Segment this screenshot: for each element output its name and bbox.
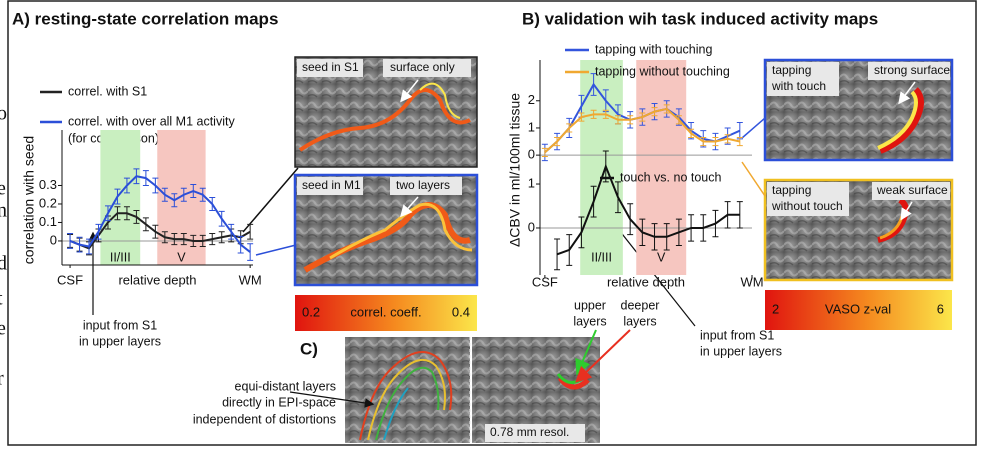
x-tick-label: WM: [239, 272, 262, 287]
colorbar-a: 0.2 correl. coeff. 0.4: [295, 295, 477, 331]
region-label: V: [657, 250, 666, 264]
image-b2: tapping without touch weak surface: [763, 178, 954, 282]
annotation: layers: [623, 314, 656, 328]
annotation-arrow: [575, 329, 631, 383]
colorbar-b: 2 VASO z-val 6: [765, 290, 952, 330]
y-tick-label: 0: [528, 219, 535, 234]
image-label: two layers: [396, 178, 450, 192]
legend-label: correl. with over all M1 activity: [68, 114, 235, 128]
margin-text: o: [0, 103, 7, 125]
connector: [741, 117, 766, 139]
panel-title: A) resting-state correlation maps: [12, 9, 278, 28]
region: [636, 166, 687, 275]
region-label: II/III: [110, 250, 131, 264]
annotation-arrow: [575, 329, 597, 376]
colorbar-label: VASO z-val: [825, 301, 891, 316]
image-a2: seed in M1 two layers: [293, 173, 479, 287]
frame: [7, 0, 977, 446]
panel-title: B) validation wih task induced activity …: [522, 9, 878, 28]
annotation: independent of distortions: [193, 412, 336, 426]
x-tick-label: WM: [740, 274, 763, 289]
annotation: in upper layers: [79, 334, 161, 348]
y-tick-label: 0.2: [39, 195, 57, 210]
y-axis-label: correlation with seed: [21, 136, 37, 264]
chart: II/III V 0 0.1 0.2 0.3 CSF WM relative depth corr…: [21, 84, 262, 287]
legend-label: correl. with S1: [68, 84, 147, 98]
image-label: seed in M1: [302, 178, 361, 192]
colorbar-label: 6: [937, 301, 944, 316]
annotation: layers: [573, 314, 606, 328]
legend-label: touch vs. no touch: [620, 170, 722, 184]
image-label: strong surface: [874, 63, 950, 77]
margin-text: d: [0, 253, 7, 275]
connector: [255, 244, 297, 256]
annotation: deeper: [621, 298, 660, 312]
series-line: [69, 175, 251, 253]
x-tick-label: CSF: [532, 274, 558, 289]
connector: [741, 161, 766, 197]
chart: 0 1 2 ΔCBV in ml/100ml tissue tapping with t…: [507, 42, 752, 247]
y-tick-label: 0: [50, 232, 57, 247]
image-label: surface only: [390, 60, 455, 74]
margin-text: t: [0, 288, 3, 310]
y-tick-label: 0.3: [39, 177, 57, 192]
region-label: II/III: [591, 250, 612, 264]
annotation: upper: [574, 298, 606, 312]
image-a1: seed in S1 surface only: [294, 56, 478, 168]
image-label: with touch: [771, 79, 826, 93]
panel-title: C): [300, 339, 318, 358]
margin-text: n: [0, 200, 7, 222]
annotation: equi-distant layers: [235, 379, 336, 393]
annotation: input from S1: [83, 318, 157, 332]
series-line: [556, 163, 740, 256]
image-label: seed in S1: [302, 60, 359, 74]
annotation: input from S1: [700, 328, 774, 342]
region: [580, 166, 623, 275]
panel-c: C) 0.78 mm resol. equi-distant layers di…: [193, 337, 600, 443]
x-axis-label: relative depth: [118, 272, 196, 287]
error-bar: [554, 238, 561, 271]
colorbar-label: 2: [772, 301, 779, 316]
y-tick-label: 2: [528, 92, 535, 107]
image-label: tapping: [772, 63, 811, 77]
y-axis-label: ΔCBV in ml/100ml tissue: [507, 93, 523, 247]
margin-text: e: [0, 318, 6, 340]
y-tick-label: 1: [528, 175, 535, 190]
series-line: [544, 107, 741, 154]
series-line: [69, 212, 251, 250]
margin-text: r: [0, 368, 4, 390]
x-tick-label: CSF: [57, 272, 83, 287]
y-tick-label: 0: [528, 147, 535, 162]
x-axis-label: relative depth: [607, 274, 685, 289]
image-b1: tapping with touch strong surface: [763, 58, 954, 162]
colorbar-label: 0.4: [452, 304, 470, 319]
image-label: tapping: [772, 183, 811, 197]
legend-label: tapping with touching: [595, 42, 712, 56]
colorbar-label: correl. coeff.: [350, 304, 421, 319]
margin-text: e: [0, 178, 6, 200]
region: [100, 130, 141, 265]
colorbar-label: 0.2: [302, 304, 320, 319]
annotation: directly in EPI-space: [222, 395, 336, 409]
region-label: V: [177, 250, 186, 264]
y-tick-label: 1: [528, 119, 535, 134]
image-label: 0.78 mm resol.: [490, 425, 569, 439]
annotation: in upper layers: [700, 344, 782, 358]
connector: [242, 167, 299, 233]
image-label: weak surface: [876, 183, 948, 197]
legend-label: tapping without touching: [595, 64, 730, 78]
image-label: without touch: [771, 199, 843, 213]
chart: II/III V 0 1 CSF WM relative depth touch vs. no…: [528, 150, 764, 289]
y-tick-label: 0.1: [39, 214, 57, 229]
